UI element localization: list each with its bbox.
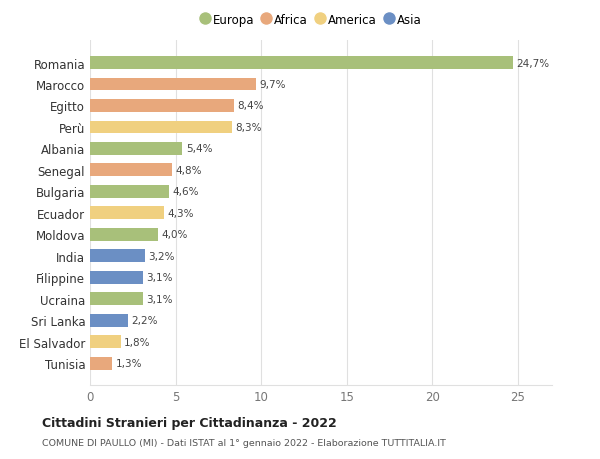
Bar xyxy=(90,229,158,241)
Text: 1,8%: 1,8% xyxy=(124,337,151,347)
Bar xyxy=(90,143,182,156)
Bar xyxy=(90,78,256,91)
Text: 4,8%: 4,8% xyxy=(176,166,202,175)
Bar xyxy=(90,121,232,134)
Bar xyxy=(90,271,143,284)
Bar xyxy=(90,336,121,348)
Text: 3,1%: 3,1% xyxy=(146,294,173,304)
Bar xyxy=(90,357,112,370)
Bar xyxy=(90,207,164,220)
Legend: Europa, Africa, America, Asia: Europa, Africa, America, Asia xyxy=(197,9,426,32)
Bar xyxy=(90,314,128,327)
Text: 9,7%: 9,7% xyxy=(259,80,286,90)
Text: Cittadini Stranieri per Cittadinanza - 2022: Cittadini Stranieri per Cittadinanza - 2… xyxy=(42,416,337,429)
Text: 3,2%: 3,2% xyxy=(148,252,175,261)
Bar xyxy=(90,250,145,263)
Bar xyxy=(90,185,169,198)
Text: 5,4%: 5,4% xyxy=(186,144,212,154)
Text: COMUNE DI PAULLO (MI) - Dati ISTAT al 1° gennaio 2022 - Elaborazione TUTTITALIA.: COMUNE DI PAULLO (MI) - Dati ISTAT al 1°… xyxy=(42,438,446,447)
Bar xyxy=(90,100,234,113)
Bar xyxy=(90,164,172,177)
Text: 4,3%: 4,3% xyxy=(167,208,193,218)
Bar xyxy=(90,57,512,70)
Text: 24,7%: 24,7% xyxy=(516,58,549,68)
Text: 8,3%: 8,3% xyxy=(235,123,262,133)
Text: 4,0%: 4,0% xyxy=(162,230,188,240)
Text: 1,3%: 1,3% xyxy=(116,358,142,369)
Bar xyxy=(90,293,143,306)
Text: 3,1%: 3,1% xyxy=(146,273,173,283)
Text: 2,2%: 2,2% xyxy=(131,316,158,325)
Text: 4,6%: 4,6% xyxy=(172,187,199,197)
Text: 8,4%: 8,4% xyxy=(237,101,263,111)
